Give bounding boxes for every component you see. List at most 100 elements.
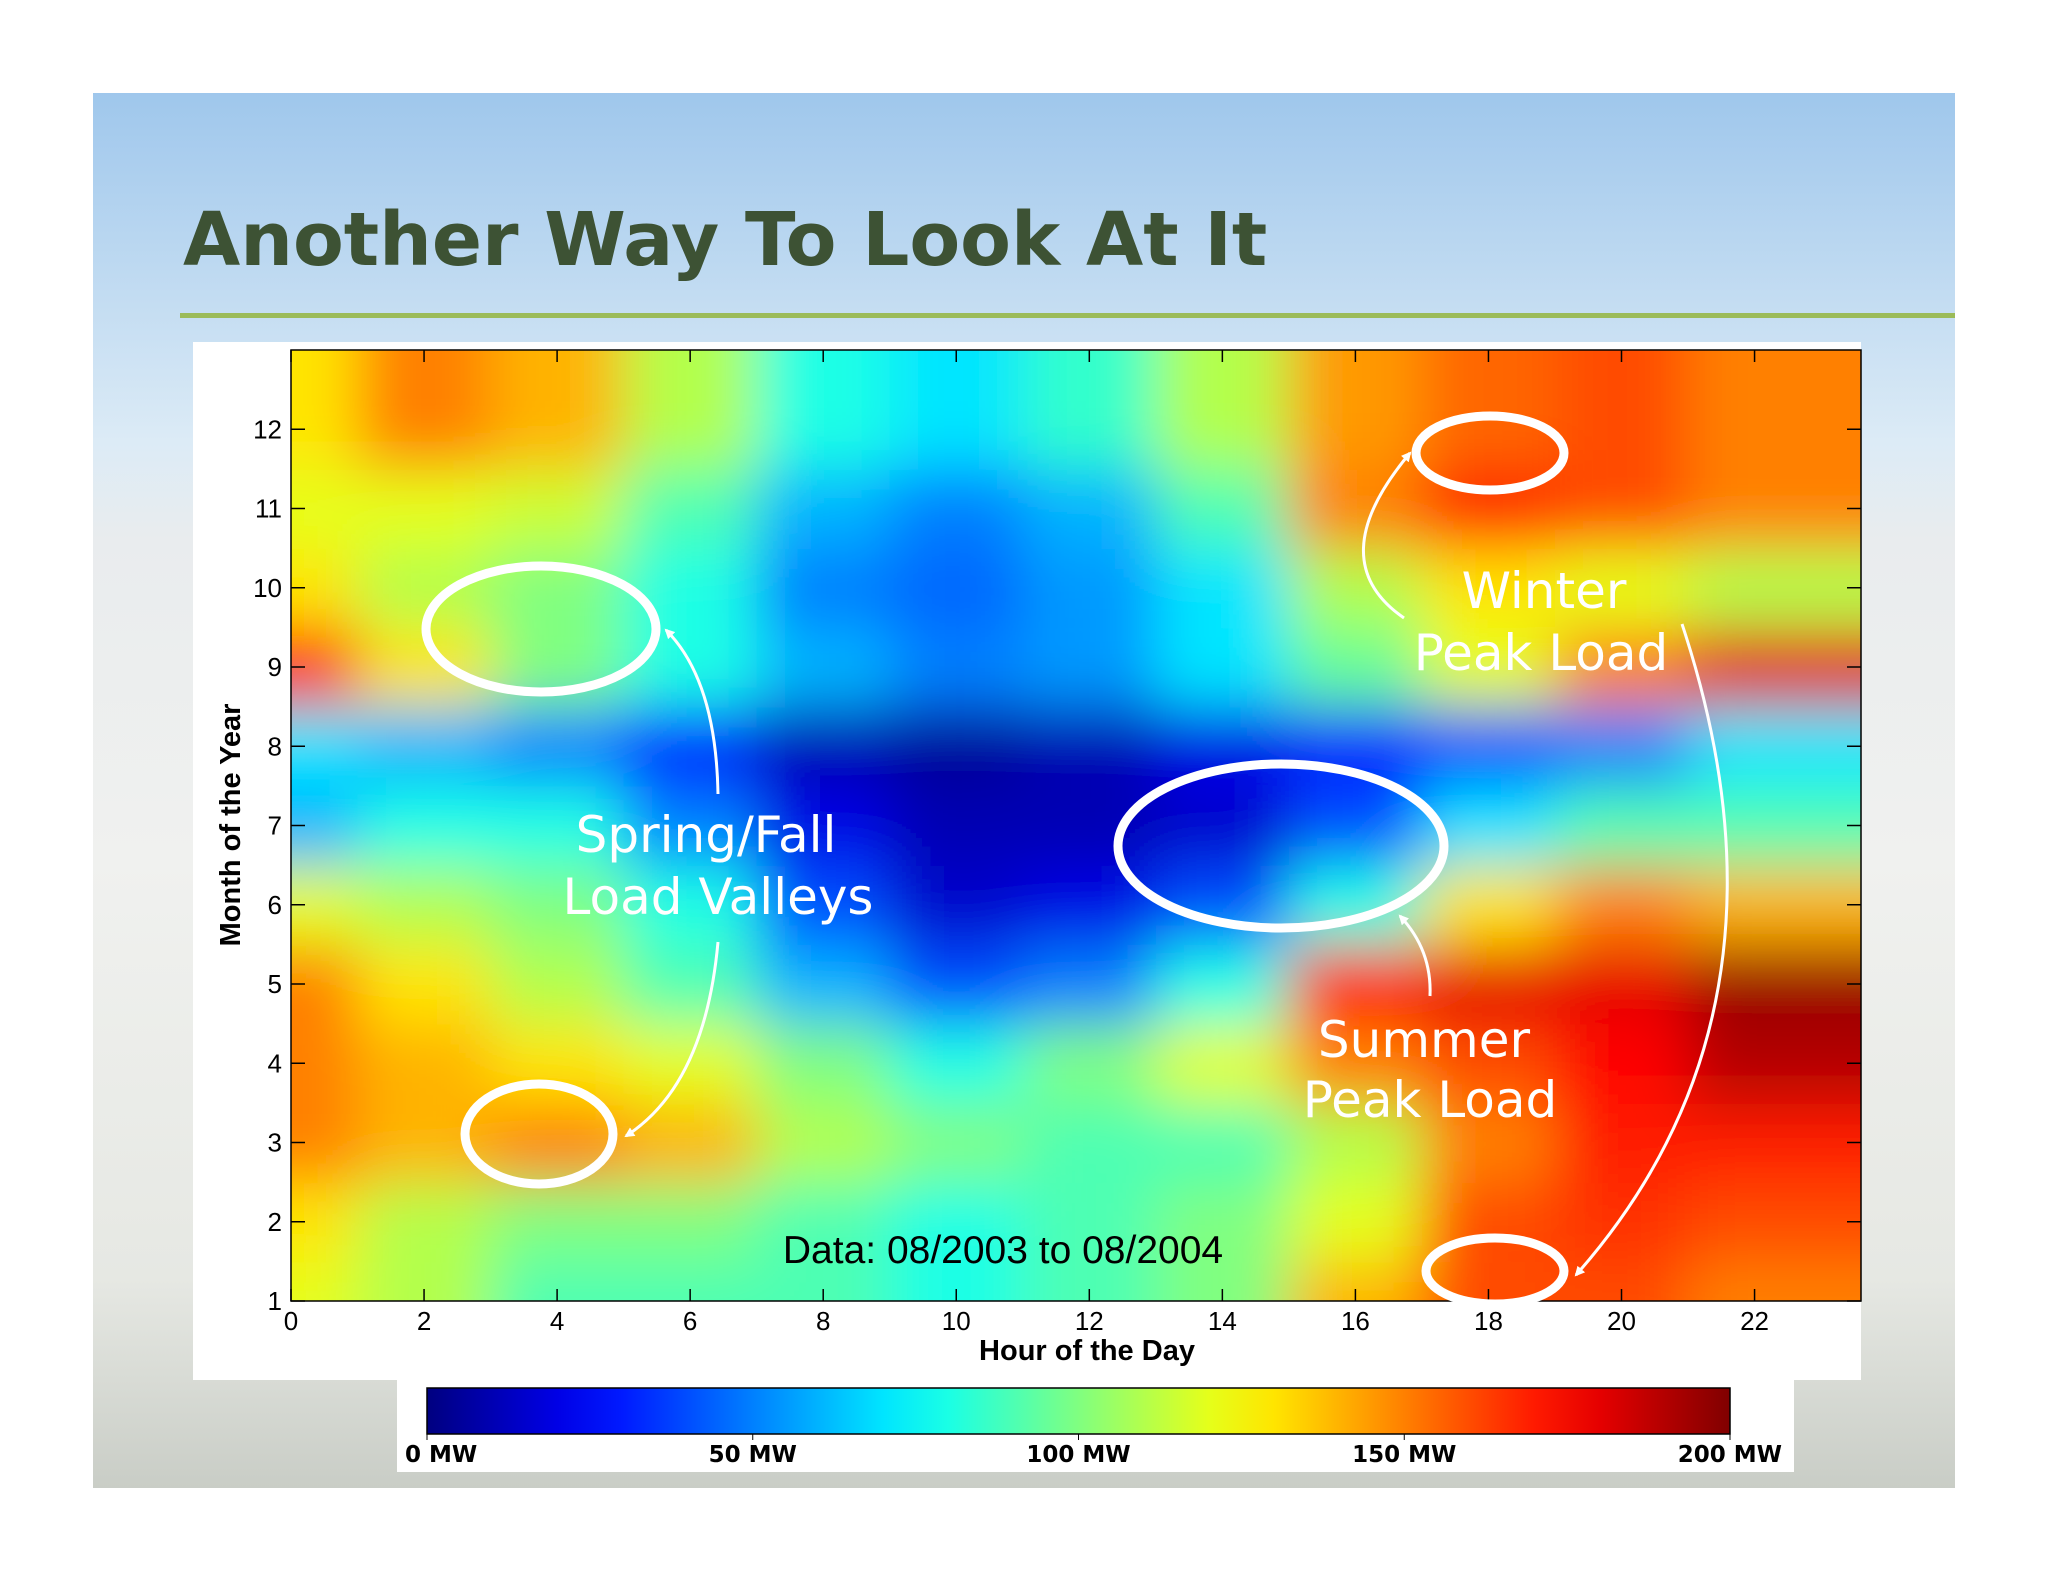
heatmap-cell bbox=[357, 468, 492, 550]
annotations: Spring/Fall Load Valleys Winter Peak Loa… bbox=[421, 411, 1729, 1309]
heatmap-cell bbox=[490, 468, 625, 550]
heatmap-cell bbox=[1688, 548, 1861, 629]
heatmap-cell bbox=[623, 468, 758, 550]
y-tick-label: 6 bbox=[268, 890, 282, 920]
heatmap-cell bbox=[1022, 627, 1157, 708]
heatmap-cell bbox=[889, 627, 1024, 708]
heatmap-cell bbox=[357, 1182, 492, 1263]
heatmap-cell bbox=[357, 785, 492, 867]
heatmap-cell bbox=[1554, 865, 1690, 946]
heatmap-cell bbox=[490, 548, 625, 629]
heatmap-cell bbox=[756, 1023, 891, 1104]
heatmap-cell bbox=[1554, 785, 1690, 867]
colorbar-label: 100 MW bbox=[1026, 1442, 1130, 1468]
heatmap-cell bbox=[1155, 944, 1290, 1025]
heatmap-cell bbox=[1688, 1182, 1861, 1263]
heatmap-cell bbox=[1288, 785, 1423, 867]
heatmap-cell bbox=[490, 785, 625, 867]
heatmap-cell bbox=[1421, 865, 1556, 946]
arrow bbox=[1361, 451, 1412, 620]
annotation-text: Load Valleys bbox=[563, 868, 874, 926]
heatmap-cell bbox=[1022, 548, 1157, 629]
heatmap-cell bbox=[1421, 944, 1556, 1025]
arrow bbox=[1398, 914, 1432, 997]
highlight-ellipse bbox=[421, 561, 661, 697]
y-tick-label: 10 bbox=[253, 573, 282, 603]
heatmap-cell bbox=[1421, 548, 1556, 629]
heatmap-cell bbox=[889, 1182, 1024, 1263]
heatmap-cell bbox=[291, 1261, 359, 1301]
heatmap-cell bbox=[889, 785, 1024, 867]
heatmap-cell bbox=[1421, 1102, 1556, 1184]
heatmap-cell bbox=[1688, 627, 1861, 708]
heatmap-cell bbox=[1022, 706, 1157, 787]
heatmap-cell bbox=[1022, 785, 1157, 867]
heatmap-cell bbox=[889, 1102, 1024, 1184]
heatmap-cell bbox=[1421, 350, 1556, 470]
heatmap-cell bbox=[1155, 785, 1290, 867]
heatmap-cell bbox=[1688, 944, 1861, 1025]
heatmap-cell bbox=[1688, 1102, 1861, 1184]
heatmap-cell bbox=[1554, 1023, 1690, 1104]
heatmap-cell bbox=[357, 1023, 492, 1104]
heatmap-cell bbox=[889, 548, 1024, 629]
heatmap-cell bbox=[1688, 1261, 1861, 1301]
heatmap-cell bbox=[1288, 1023, 1423, 1104]
annotation-text: Peak Load bbox=[1414, 624, 1669, 682]
heatmap-cell bbox=[889, 350, 1024, 470]
y-tick-label: 11 bbox=[255, 494, 282, 524]
heatmap-cell bbox=[357, 865, 492, 946]
heatmap-cell bbox=[1155, 1182, 1290, 1263]
heatmap-cell bbox=[1022, 1023, 1157, 1104]
y-tick-label: 2 bbox=[268, 1207, 282, 1237]
heatmap-cell bbox=[1288, 350, 1423, 470]
heatmap-cell bbox=[623, 1182, 758, 1263]
x-tick-label: 22 bbox=[1740, 1306, 1769, 1336]
heatmap-cell bbox=[623, 785, 758, 867]
y-tick-label: 1 bbox=[268, 1286, 282, 1316]
heatmap-cell bbox=[1155, 350, 1290, 470]
annotation-text: Winter bbox=[1462, 562, 1627, 620]
x-tick-label: 4 bbox=[550, 1306, 564, 1336]
heatmap-cell bbox=[1288, 1182, 1423, 1263]
heatmap-cell bbox=[623, 944, 758, 1025]
heatmap-cell bbox=[623, 706, 758, 787]
heatmap-cell bbox=[1288, 468, 1423, 550]
heatmap-cell bbox=[756, 706, 891, 787]
x-tick-label: 8 bbox=[816, 1306, 830, 1336]
heatmap-cell bbox=[1288, 944, 1423, 1025]
heatmap-cell bbox=[1421, 1023, 1556, 1104]
heatmap-cell bbox=[623, 627, 758, 708]
y-tick-label: 4 bbox=[268, 1048, 282, 1078]
heatmap-cell bbox=[1554, 468, 1690, 550]
colorbar bbox=[426, 1387, 1731, 1435]
highlight-ellipse bbox=[460, 1079, 618, 1189]
x-tick-label: 0 bbox=[284, 1306, 298, 1336]
heatmap-cell bbox=[1554, 548, 1690, 629]
heatmap-cell bbox=[756, 350, 891, 470]
heatmap-cell bbox=[889, 865, 1024, 946]
heatmap-cell bbox=[623, 1023, 758, 1104]
plot-area bbox=[291, 350, 1861, 1301]
data-note: Data: 08/2003 to 08/2004 bbox=[783, 1229, 1223, 1272]
heatmap-cell bbox=[756, 1102, 891, 1184]
colorbar-ticks: 0 MW 50 MW 100 MW 150 MW 200 MW bbox=[405, 1434, 1782, 1468]
heatmap-cell bbox=[1155, 1023, 1290, 1104]
heatmap-cell bbox=[1688, 468, 1861, 550]
heatmap-cell bbox=[1155, 1102, 1290, 1184]
heatmap-cell bbox=[1155, 548, 1290, 629]
heatmap-cell bbox=[1554, 1182, 1690, 1263]
arrow bbox=[1574, 623, 1729, 1277]
heatmap-cell bbox=[490, 1182, 625, 1263]
heatmap-cell bbox=[756, 468, 891, 550]
heatmap-cell bbox=[1155, 627, 1290, 708]
heatmap-cell bbox=[889, 944, 1024, 1025]
y-tick-label: 9 bbox=[268, 652, 282, 682]
heatmap-cell bbox=[1554, 944, 1690, 1025]
y-tick-label: 8 bbox=[268, 731, 282, 761]
heatmap-cell bbox=[1022, 1182, 1157, 1263]
heatmap-cell bbox=[1022, 350, 1157, 470]
heatmap-cell bbox=[1155, 706, 1290, 787]
heatmap-cell bbox=[490, 350, 625, 470]
